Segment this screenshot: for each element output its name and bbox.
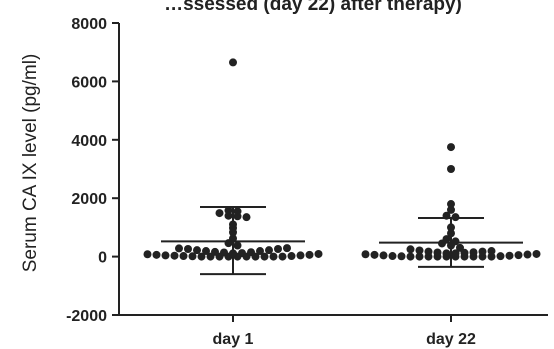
data-point <box>314 249 323 258</box>
data-point <box>388 252 397 261</box>
x-axis-ticks: day 1 day 22 <box>213 315 476 348</box>
data-point <box>447 229 455 238</box>
data-point <box>424 247 433 256</box>
error-bars <box>161 205 523 276</box>
data-point <box>170 251 179 260</box>
data-point <box>152 250 161 259</box>
data-point <box>229 249 237 258</box>
data-point <box>496 252 505 261</box>
data-point <box>233 241 242 250</box>
y-tick-label: 0 <box>98 250 107 267</box>
data-point <box>233 207 242 216</box>
data-point <box>523 250 532 259</box>
data-point <box>296 251 305 260</box>
data-point <box>406 245 415 254</box>
y-tick-label: 2000 <box>71 191 107 208</box>
data-point <box>469 248 478 257</box>
data-point <box>242 213 251 222</box>
y-tick-label: 8000 <box>71 16 107 33</box>
axes <box>118 23 548 316</box>
data-point <box>211 247 219 256</box>
data-point <box>247 248 255 257</box>
y-tick-label: 6000 <box>71 74 107 91</box>
data-point <box>305 250 314 259</box>
data-point <box>274 245 282 254</box>
data-point <box>265 246 273 255</box>
x-tick-label: day 1 <box>213 331 254 348</box>
y-tick-label: 4000 <box>71 133 107 150</box>
data-point <box>379 251 388 260</box>
y-tick-label: -2000 <box>66 308 107 325</box>
data-point <box>442 211 451 220</box>
data-point <box>406 252 415 261</box>
data-point <box>215 209 224 218</box>
data-point <box>442 249 451 258</box>
data-point <box>229 234 237 243</box>
data-point <box>175 244 183 253</box>
data-point <box>224 206 233 215</box>
data-point <box>202 247 210 256</box>
data-point <box>361 250 370 259</box>
data-point <box>447 143 455 152</box>
data-point <box>505 251 514 260</box>
data-point <box>260 252 269 261</box>
data-points <box>143 58 541 261</box>
y-axis-label: Serum CA IX level (pg/ml) <box>20 54 41 273</box>
data-point <box>397 252 406 261</box>
data-point <box>415 246 424 255</box>
data-point <box>161 251 170 260</box>
data-point <box>229 220 237 229</box>
data-point <box>229 58 237 67</box>
data-point <box>269 252 278 261</box>
data-point <box>415 252 424 261</box>
data-point <box>184 245 192 254</box>
data-point <box>514 251 523 260</box>
data-point <box>532 249 541 258</box>
data-point <box>478 247 487 256</box>
data-point <box>179 252 188 261</box>
chart-title-fragment: …ssessed (day 22) after therapy) <box>164 0 462 15</box>
data-point <box>447 223 455 232</box>
data-point <box>256 247 264 256</box>
data-point <box>447 205 455 214</box>
data-point <box>451 237 460 246</box>
data-point <box>238 249 246 258</box>
data-point <box>188 252 197 261</box>
data-point <box>451 249 460 258</box>
data-point <box>456 243 464 252</box>
data-point <box>447 200 455 209</box>
data-point <box>193 246 201 255</box>
data-point <box>447 165 455 173</box>
data-point <box>197 252 206 261</box>
data-point <box>283 244 291 253</box>
data-point <box>487 247 496 256</box>
x-tick-label: day 22 <box>426 331 476 348</box>
data-point <box>442 235 451 244</box>
data-point <box>287 252 296 261</box>
data-point <box>451 213 460 222</box>
data-point <box>220 248 228 257</box>
data-point <box>278 252 287 261</box>
data-point <box>143 250 152 259</box>
data-point <box>370 250 379 259</box>
data-point <box>433 248 442 257</box>
y-axis-ticks: -2000 0 2000 4000 6000 8000 <box>66 16 119 325</box>
data-point <box>487 252 496 261</box>
